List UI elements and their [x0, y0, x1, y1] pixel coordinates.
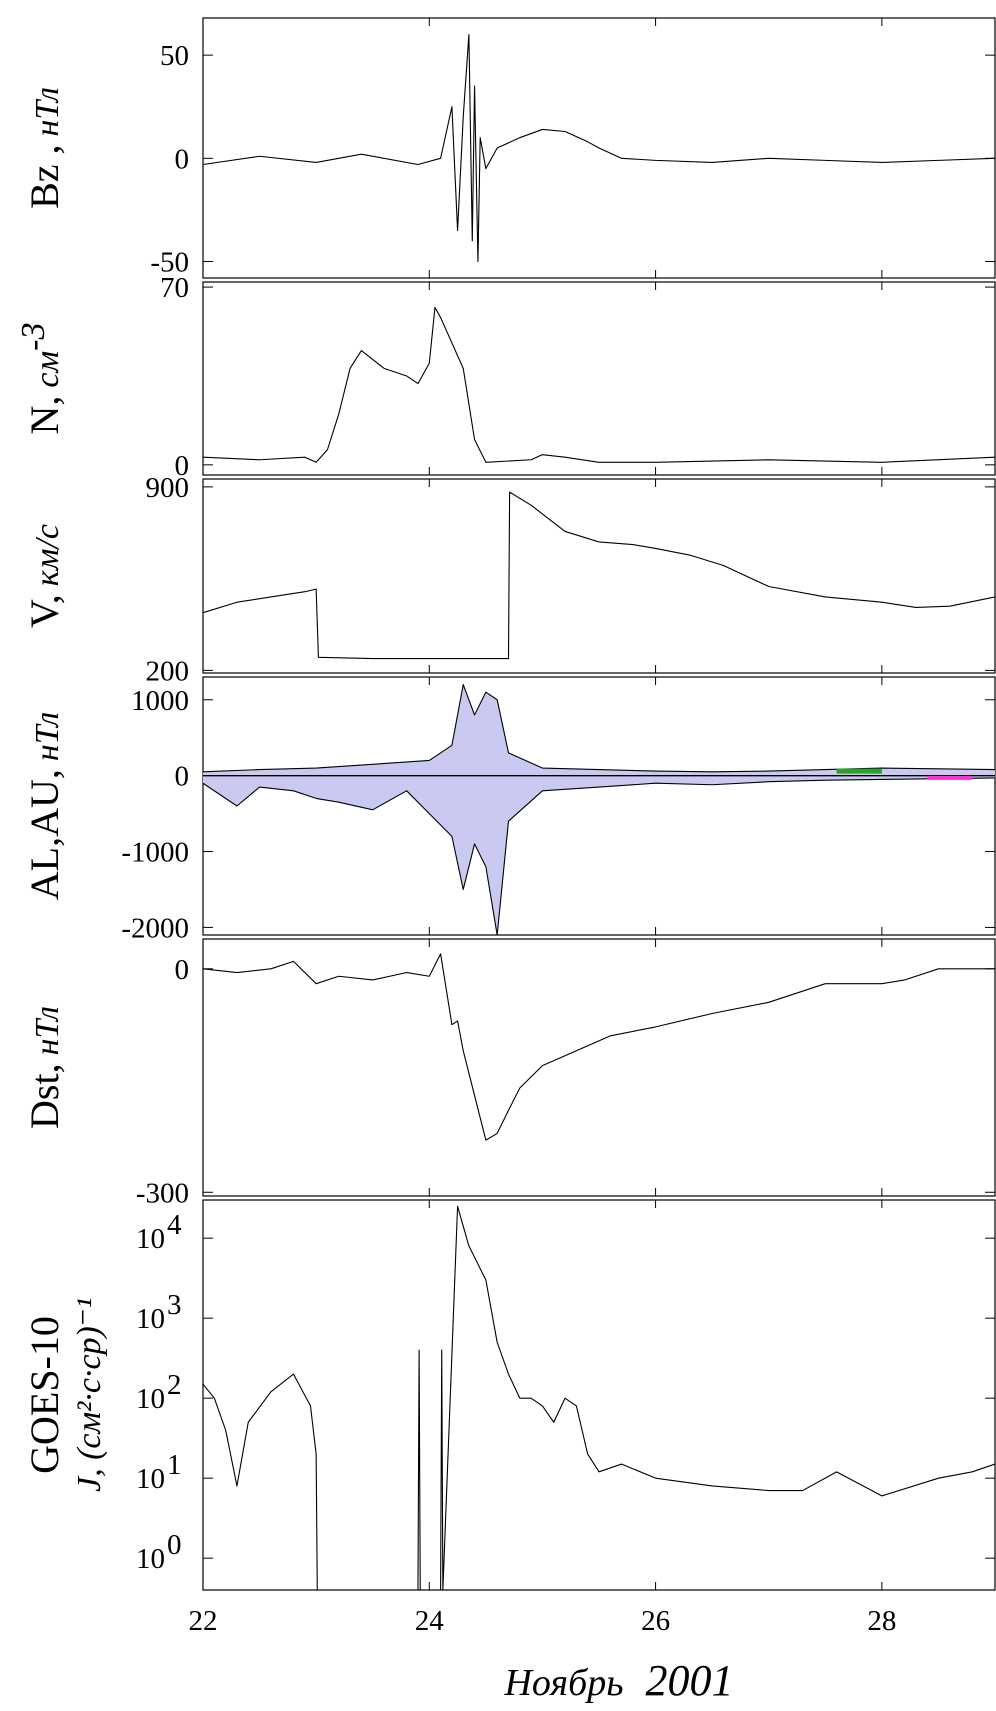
y-tick-label: 10	[136, 1223, 165, 1255]
y-axis-label-main: V,	[22, 594, 67, 628]
y-tick-label: 1000	[131, 685, 189, 717]
y-tick-exponent: 2	[167, 1369, 182, 1401]
y-tick-label: 0	[175, 954, 190, 986]
panel-bz: -50 0 50 Bz , нТл	[22, 17, 996, 279]
y-tick-label: 50	[160, 40, 189, 72]
y-axis-label: Bz , нТл	[22, 87, 67, 209]
y-axis-label: V, км/с	[22, 524, 67, 628]
y-axis-label: N, см-3	[15, 322, 67, 434]
y-axis-label-unit: нТл	[29, 712, 66, 761]
au-trace	[202, 684, 996, 773]
y-axis-label-unit: нТл	[29, 87, 66, 136]
panel-frame	[202, 17, 996, 279]
x-tick-label: 28	[867, 1605, 896, 1637]
dst-trace	[202, 953, 995, 1141]
y-tick-label: 10	[136, 1383, 165, 1415]
y-axis-label: GOES-10	[22, 1316, 67, 1474]
alau-envelope-fill	[203, 684, 995, 935]
panel-frame	[202, 938, 996, 1197]
y-tick-base: 10	[136, 1383, 165, 1415]
y-tick-label: 0	[175, 450, 190, 482]
panel-n: 0 70 N, см-3	[15, 272, 996, 482]
y-tick-exponent: 3	[167, 1289, 182, 1321]
bz-trace	[202, 33, 996, 263]
y-tick-exponent: 4	[167, 1209, 182, 1241]
y-axis-sublabel: J, (см²·с·ср)⁻¹	[71, 1298, 108, 1492]
y-axis-label-main: Dst,	[22, 1063, 67, 1129]
y-axis-label-main: GOES-10	[22, 1316, 67, 1474]
n-trace	[202, 306, 996, 463]
x-tick-label: 22	[189, 1605, 218, 1637]
goes-trace	[202, 1205, 996, 1591]
y-axis-label-main: Bz ,	[22, 144, 67, 208]
y-axis-label-main: AL,AU,	[22, 769, 67, 900]
y-tick-label: 0	[175, 143, 190, 175]
y-tick-label: 900	[146, 472, 190, 504]
y-tick-label: 10	[136, 1463, 165, 1495]
al-trace	[202, 777, 996, 936]
y-tick-base: 10	[136, 1543, 165, 1575]
y-axis-label-main: N,	[22, 396, 67, 435]
y-tick-base: 10	[136, 1303, 165, 1335]
y-axis-label: AL,AU, нТл	[22, 712, 67, 900]
x-tick-label: 24	[415, 1605, 445, 1637]
x-axis-label-month: Ноябрь	[503, 1662, 623, 1704]
y-tick-base: 10	[136, 1463, 165, 1495]
panel-alau: -2000 -1000 0 1000 AL,AU, нТл	[22, 676, 996, 944]
panel-dst: -300 0 Dst, нТл	[22, 938, 996, 1209]
y-tick-label: -1000	[121, 837, 189, 869]
panel-frame	[202, 281, 996, 476]
y-tick-label: 200	[146, 655, 190, 687]
y-tick-exponent: 1	[167, 1449, 182, 1481]
x-axis-label: Ноябрь 2001	[503, 1656, 733, 1705]
y-tick-label: 10	[136, 1543, 165, 1575]
y-tick-exponent: 0	[167, 1529, 182, 1561]
y-tick-label: 70	[160, 272, 189, 304]
y-axis-label-unit: см	[29, 351, 66, 388]
y-tick-label: 0	[175, 761, 190, 793]
y-axis-label-exponent: -3	[15, 322, 52, 350]
y-axis-label: Dst, нТл	[22, 1006, 67, 1129]
y-axis-label-unit: нТл	[29, 1006, 66, 1055]
y-tick-label: -300	[136, 1177, 189, 1209]
panel-frame	[202, 1199, 996, 1591]
x-tick-label: 26	[641, 1605, 670, 1637]
y-tick-label: 10	[136, 1303, 165, 1335]
y-tick-base: 10	[136, 1223, 165, 1255]
y-tick-label: -2000	[121, 912, 189, 944]
panel-frame	[202, 478, 996, 674]
panel-frame	[202, 676, 996, 936]
panel-v: 200 900 V, км/с	[22, 472, 996, 687]
v-trace	[202, 491, 996, 660]
y-axis-label-unit: км/с	[29, 524, 66, 586]
y-tick-label: -50	[150, 246, 189, 278]
x-axis-label-year: 2001	[646, 1656, 734, 1705]
